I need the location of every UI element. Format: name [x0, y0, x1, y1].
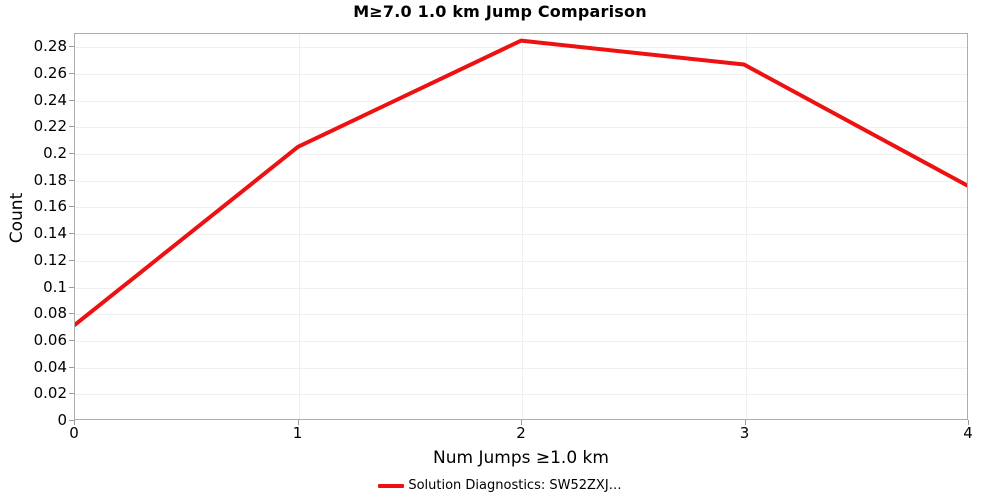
- x-tick-label: 3: [739, 424, 750, 442]
- y-tick-mark: [69, 420, 74, 421]
- gridline-horizontal: [75, 180, 967, 182]
- gridline-horizontal: [75, 367, 967, 369]
- x-tick-label: 2: [516, 424, 526, 442]
- y-tick-label: 0.14: [33, 224, 67, 243]
- x-tick-label: 4: [963, 424, 973, 442]
- y-tick-mark: [69, 259, 74, 261]
- y-tick-mark: [69, 99, 74, 101]
- x-tick-mark: [74, 420, 75, 425]
- gridline-vertical: [298, 34, 300, 419]
- y-tick-label: 0.02: [33, 384, 67, 403]
- x-tick-mark: [521, 420, 522, 425]
- y-tick-mark: [69, 313, 74, 315]
- gridline-horizontal: [75, 260, 967, 262]
- gridline-horizontal: [75, 287, 967, 289]
- gridline-horizontal: [75, 340, 967, 342]
- x-axis-title: Num Jumps ≥1.0 km: [433, 448, 609, 468]
- y-tick-label: 0.16: [33, 197, 67, 216]
- y-tick-label: 0: [57, 411, 67, 429]
- x-tick-mark: [297, 420, 299, 425]
- gridline-horizontal: [75, 234, 967, 236]
- y-tick-label: 0.28: [33, 37, 67, 56]
- gridline-vertical: [522, 34, 523, 419]
- gridline-horizontal: [75, 314, 967, 316]
- y-tick-label: 0.22: [33, 117, 67, 136]
- x-tick-label: 0: [69, 424, 79, 442]
- chart-legend: Solution Diagnostics: SW52ZXJ…: [0, 478, 1000, 493]
- y-tick-label: 0.26: [33, 64, 67, 83]
- gridline-horizontal: [75, 74, 967, 76]
- y-tick-label: 0.2: [43, 144, 67, 163]
- y-tick-mark: [69, 73, 74, 75]
- y-tick-label: 0.08: [33, 304, 67, 323]
- legend-label: Solution Diagnostics: SW52ZXJ…: [408, 478, 622, 493]
- y-tick-mark: [69, 339, 74, 341]
- y-tick-mark: [69, 179, 74, 181]
- gridline-horizontal: [75, 47, 967, 49]
- chart-title: M≥7.0 1.0 km Jump Comparison: [353, 2, 647, 21]
- y-tick-label: 0.04: [33, 357, 67, 376]
- gridline-horizontal: [75, 154, 967, 156]
- gridline-horizontal: [75, 394, 967, 396]
- y-tick-label: 0.18: [33, 170, 67, 189]
- y-tick-mark: [69, 366, 74, 368]
- y-tick-label: 0.12: [33, 250, 67, 269]
- y-tick-mark: [69, 126, 74, 128]
- x-tick-label: 1: [292, 424, 303, 442]
- y-tick-mark: [69, 286, 74, 288]
- legend-item[interactable]: Solution Diagnostics: SW52ZXJ…: [378, 478, 622, 493]
- y-axis-title: Count: [7, 192, 27, 244]
- y-tick-label: 0.06: [33, 330, 67, 349]
- series-line-solution-diagnostics: [75, 34, 967, 419]
- data-line: [75, 41, 967, 325]
- y-tick-mark: [69, 233, 74, 235]
- y-tick-mark: [69, 46, 74, 48]
- x-tick-mark: [744, 420, 746, 425]
- gridline-horizontal: [75, 207, 967, 209]
- y-tick-label: 0.1: [43, 277, 67, 296]
- gridline-vertical: [745, 34, 747, 419]
- gridline-horizontal: [75, 100, 967, 102]
- y-tick-mark: [69, 393, 74, 395]
- y-tick-mark: [69, 206, 74, 208]
- y-tick-mark: [69, 153, 74, 155]
- plot-area: [74, 33, 968, 420]
- y-tick-label: 0.24: [33, 90, 67, 109]
- legend-line-swatch-icon: [378, 483, 405, 488]
- gridline-horizontal: [75, 127, 967, 129]
- x-tick-mark: [968, 420, 969, 425]
